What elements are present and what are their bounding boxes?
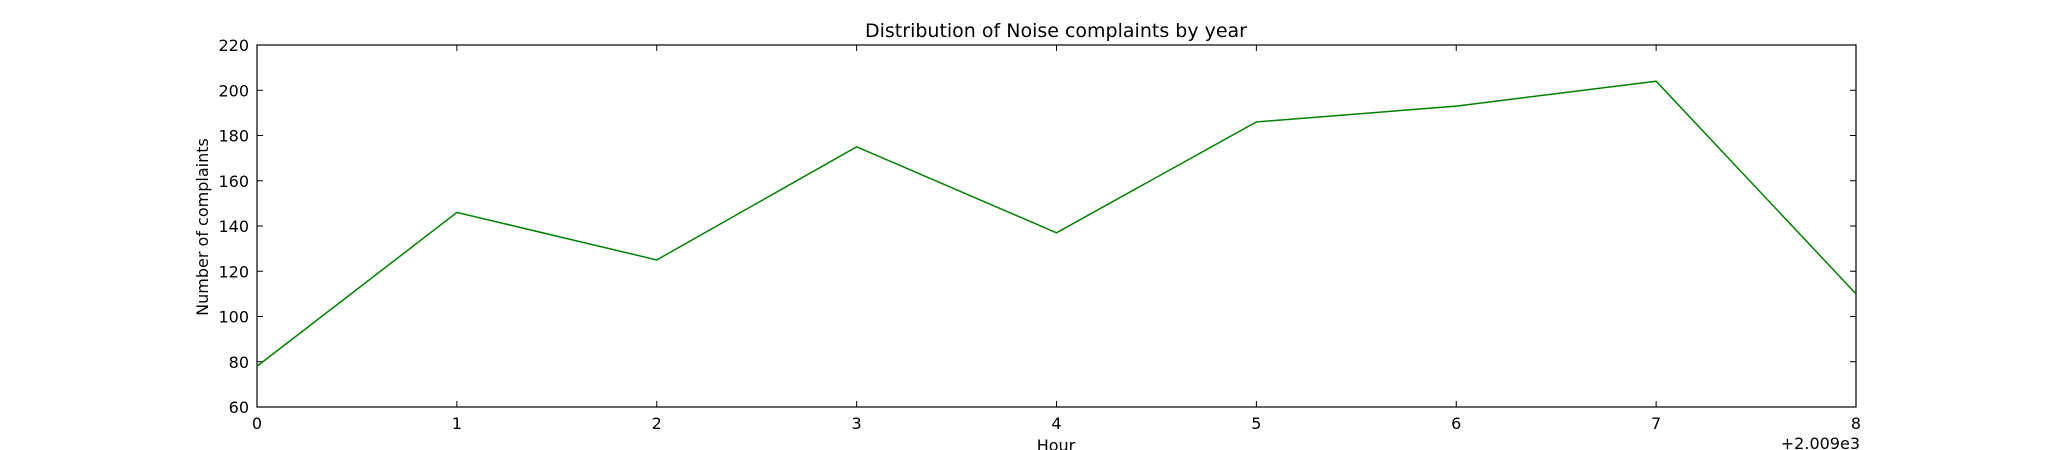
x-tick-label: 8 xyxy=(1851,414,1861,433)
y-tick-label: 140 xyxy=(218,217,249,236)
series-line xyxy=(256,80,1857,367)
x-tick-label: 6 xyxy=(1451,414,1461,433)
y-tick-label: 80 xyxy=(229,353,249,372)
y-tick-label: 220 xyxy=(218,36,249,55)
axes-frame xyxy=(256,44,1857,408)
x-tick-label: 3 xyxy=(852,414,862,433)
y-tick-label: 100 xyxy=(218,308,249,327)
x-tick-label: 0 xyxy=(252,414,262,433)
x-tick-label: 5 xyxy=(1251,414,1261,433)
x-tick-label: 1 xyxy=(452,414,462,433)
y-axis-label: Number of complaints xyxy=(193,138,212,316)
x-tick-label: 7 xyxy=(1651,414,1661,433)
y-tick-label: 120 xyxy=(218,262,249,281)
y-tick-label: 60 xyxy=(229,398,249,417)
x-tick-label: 2 xyxy=(652,414,662,433)
plot-area: 0 1 2 3 4 5 6 7 8 60 80 100 120 140 160 180 200 220 xyxy=(218,36,1861,433)
x-tick-label: 4 xyxy=(1051,414,1061,433)
y-tick-label: 180 xyxy=(218,127,249,146)
x-axis-label: Hour xyxy=(1037,436,1076,450)
x-offset-label: +2.009e3 xyxy=(1781,434,1860,450)
chart-title: Distribution of Noise complaints by year xyxy=(865,20,1247,42)
y-tick-label: 200 xyxy=(218,81,249,100)
y-tick-label: 160 xyxy=(218,172,249,191)
